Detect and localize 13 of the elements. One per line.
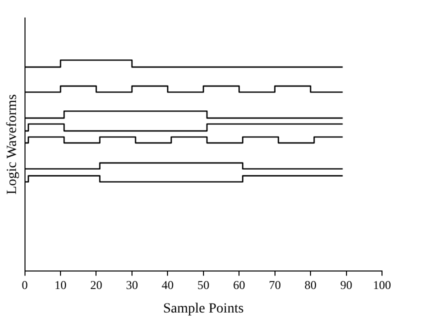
x-tick-label: 20	[90, 278, 102, 292]
x-tick-label: 0	[22, 278, 28, 292]
x-tick-label: 10	[54, 278, 67, 292]
x-tick-label: 70	[268, 278, 281, 292]
x-tick-label: 90	[340, 278, 352, 292]
x-axis-title: Sample Points	[163, 301, 244, 316]
x-tick-label: 60	[233, 278, 246, 292]
x-tick-label: 80	[304, 278, 317, 292]
x-tick-label: 30	[126, 278, 138, 292]
x-tick-label: 40	[162, 278, 174, 292]
x-tick-label: 50	[197, 278, 210, 292]
y-axis-title: Logic Waveforms	[5, 94, 20, 194]
x-tick-label: 100	[373, 278, 391, 292]
